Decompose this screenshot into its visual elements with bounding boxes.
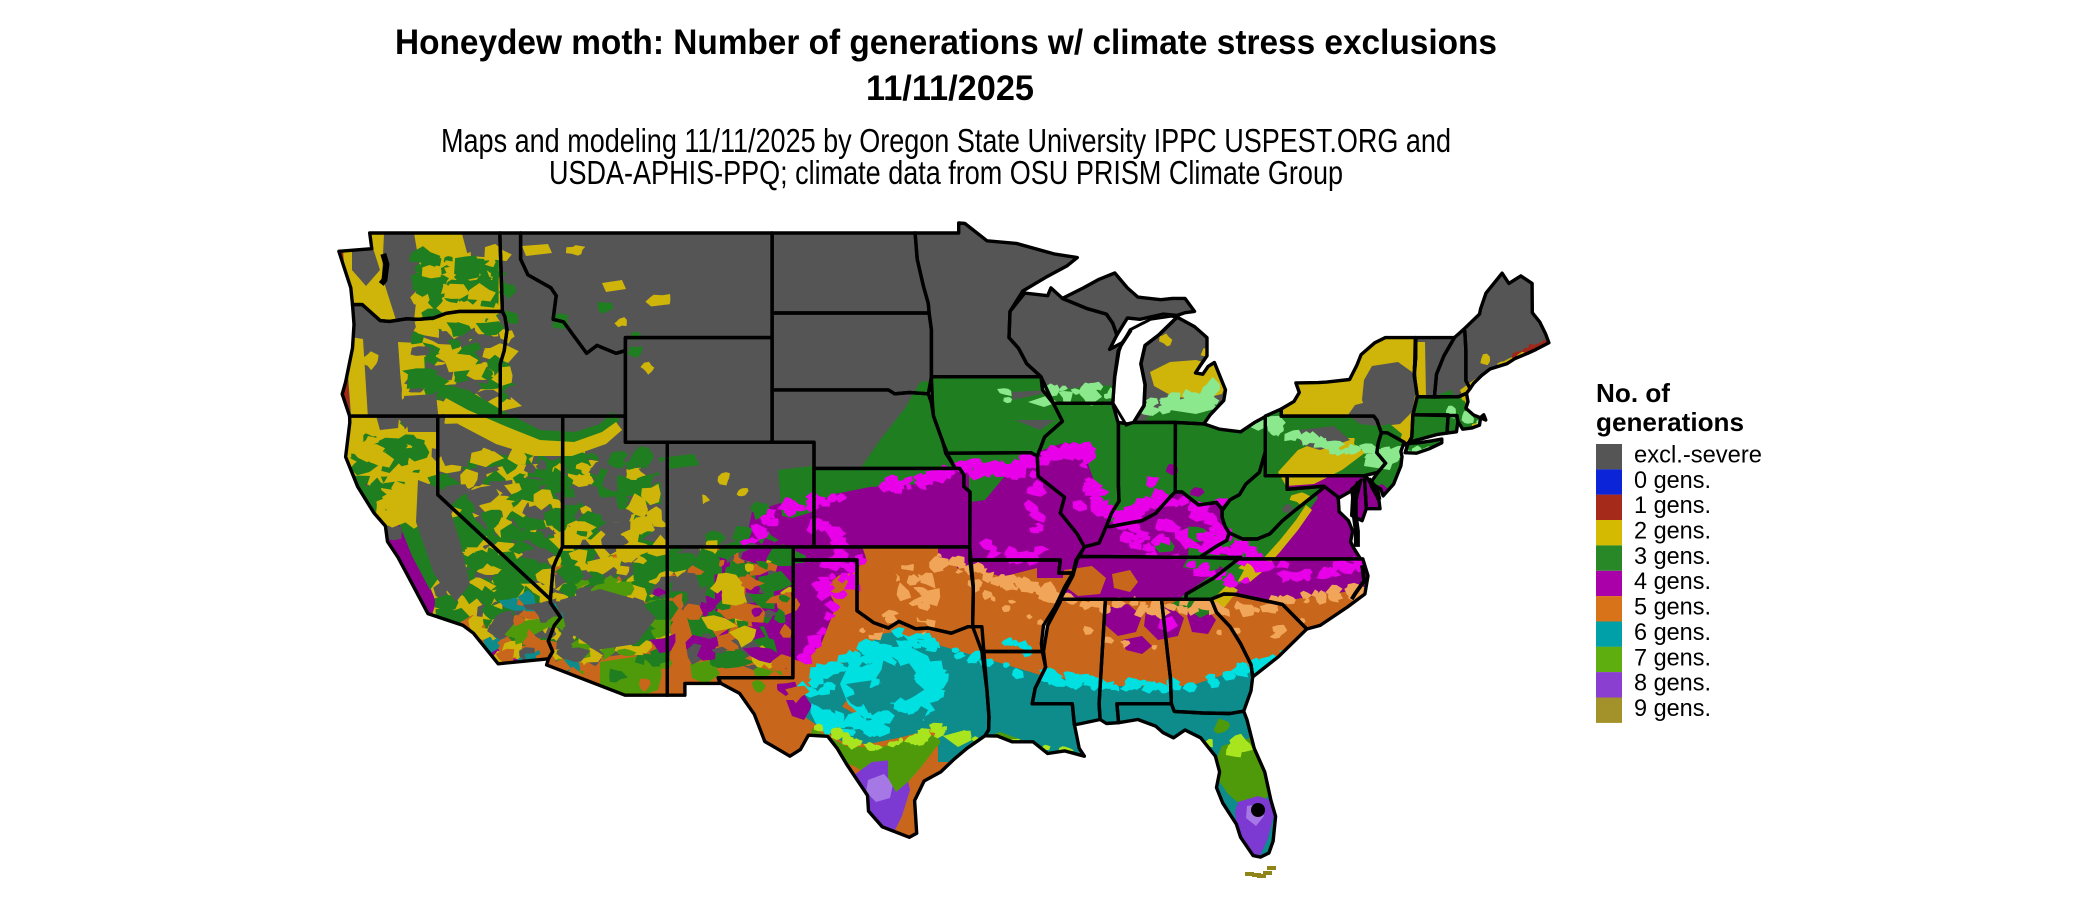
svg-text:generations: generations — [1596, 407, 1744, 437]
svg-text:0 gens.: 0 gens. — [1634, 467, 1711, 494]
svg-text:9 gens.: 9 gens. — [1634, 695, 1711, 722]
svg-text:2 gens.: 2 gens. — [1634, 518, 1711, 545]
svg-text:8 gens.: 8 gens. — [1634, 670, 1711, 697]
svg-text:6 gens.: 6 gens. — [1634, 619, 1711, 646]
svg-text:Honeydew moth: Number of gener: Honeydew moth: Number of generations w/ … — [395, 23, 1497, 62]
svg-text:7 gens.: 7 gens. — [1634, 644, 1711, 671]
svg-text:1 gens.: 1 gens. — [1634, 492, 1711, 519]
svg-text:3 gens.: 3 gens. — [1634, 543, 1711, 570]
svg-text:Maps and modeling 11/11/2025 b: Maps and modeling 11/11/2025 by Oregon S… — [441, 122, 1451, 159]
svg-text:5 gens.: 5 gens. — [1634, 594, 1711, 621]
svg-text:USDA-APHIS-PPQ; climate data f: USDA-APHIS-PPQ; climate data from OSU PR… — [549, 154, 1343, 191]
svg-text:excl.-severe: excl.-severe — [1634, 442, 1762, 469]
svg-text:4 gens.: 4 gens. — [1634, 568, 1711, 595]
svg-text:11/11/2025: 11/11/2025 — [866, 69, 1034, 108]
svg-text:No. of: No. of — [1596, 378, 1670, 408]
